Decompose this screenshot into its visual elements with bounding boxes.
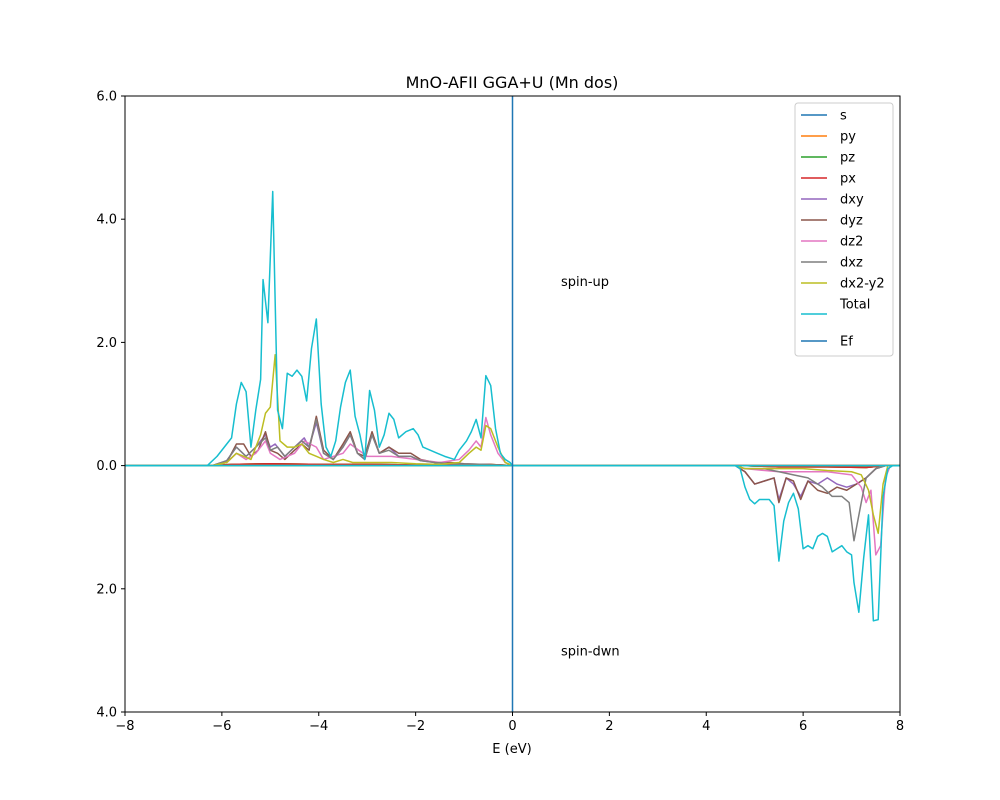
series-total-spin-down	[125, 464, 900, 622]
legend-label-dx2-y2: dx2-y2	[840, 277, 885, 292]
y-tick-label: 4.0	[96, 706, 117, 721]
annotations: spin-up spin-dwn	[561, 275, 620, 660]
legend-label-dz2: dz2	[840, 235, 863, 250]
y-tick-label: 4.0	[96, 213, 117, 228]
annotation-spin-dwn: spin-dwn	[561, 644, 620, 659]
y-tick-label: 2.0	[96, 336, 117, 351]
series-dz2-spin-down	[125, 464, 900, 556]
legend-label-dyz: dyz	[840, 214, 863, 229]
series-dx2-y2-spin-up	[125, 353, 900, 467]
legend-label-ef: Ef	[840, 335, 853, 350]
legend-label-s: s	[840, 109, 847, 124]
legend-label-dxz: dxz	[840, 256, 863, 271]
y-tick-label: 2.0	[96, 582, 117, 597]
x-tick-label: 0	[508, 719, 516, 734]
annotation-spin-up: spin-up	[561, 275, 609, 290]
legend-label-pz: pz	[840, 151, 855, 166]
axes: −8 −6 −4 −2 0 2 4 6 8 4.0 2.0 0.0 2.0 4.0 6.0	[96, 90, 904, 735]
legend-label-py: py	[840, 130, 856, 145]
x-tick-label: 4	[702, 719, 710, 734]
series-lines	[125, 96, 900, 712]
x-tick-label: 8	[896, 719, 904, 734]
y-tick-label: 6.0	[96, 90, 117, 105]
chart-title: MnO-AFII GGA+U (Mn dos)	[406, 73, 619, 92]
x-axis-label: E (eV)	[492, 742, 531, 757]
x-tick-label: −2	[406, 719, 425, 734]
x-tick-label: 6	[799, 719, 807, 734]
legend-box	[794, 102, 894, 357]
legend: s py pz px dxy dyz dz2 dxz dx2-y2 Total Ef	[794, 102, 894, 357]
x-tick-label: −4	[309, 719, 328, 734]
series-total-spin-up	[125, 190, 900, 467]
plot-area	[125, 96, 900, 712]
legend-label-total: Total	[839, 298, 870, 313]
x-tick-label: −8	[115, 719, 134, 734]
x-tick-label: 2	[605, 719, 613, 734]
series-dx2-y2-spin-down	[125, 464, 900, 535]
legend-label-dxy: dxy	[840, 193, 864, 208]
series-dyz-spin-down	[125, 464, 900, 504]
x-tick-label: −6	[212, 719, 231, 734]
y-tick-label: 0.0	[96, 459, 117, 474]
legend-label-px: px	[840, 172, 856, 187]
